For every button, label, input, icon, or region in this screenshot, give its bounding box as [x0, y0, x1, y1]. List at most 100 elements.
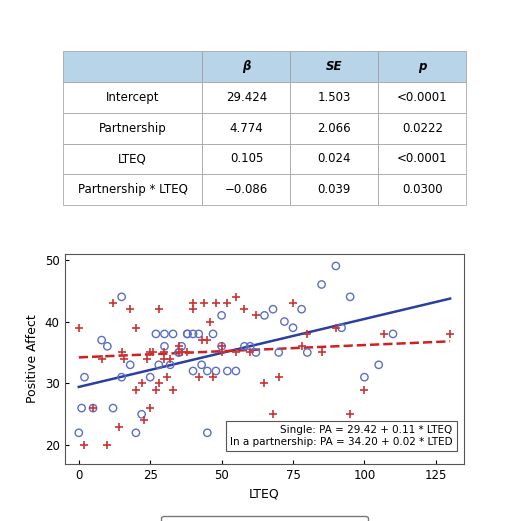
Point	[446, 330, 454, 338]
Point	[189, 299, 197, 307]
Point	[166, 354, 174, 363]
Point	[217, 349, 225, 357]
Point	[149, 349, 157, 357]
Point	[89, 404, 97, 412]
Point	[209, 330, 217, 338]
Point	[183, 349, 191, 357]
Point	[174, 349, 183, 357]
Point	[203, 367, 212, 375]
Point	[183, 330, 191, 338]
Point	[155, 379, 163, 388]
Point	[118, 373, 126, 381]
Point	[332, 324, 340, 332]
Point	[200, 299, 208, 307]
Point	[246, 342, 254, 351]
Point	[375, 361, 383, 369]
Point	[317, 280, 326, 289]
Point	[115, 423, 123, 431]
Point	[143, 354, 152, 363]
Text: Single: PA = 29.42 + 0.11 * LTEQ
In a partnership: PA = 34.20 + 0.02 * LTED: Single: PA = 29.42 + 0.11 * LTEQ In a pa…	[230, 425, 453, 447]
Point	[389, 330, 397, 338]
Point	[212, 299, 220, 307]
Point	[183, 330, 191, 338]
Point	[346, 410, 354, 418]
Point	[160, 354, 169, 363]
Point	[146, 404, 154, 412]
Point	[120, 354, 128, 363]
Point	[217, 342, 225, 351]
Point	[163, 373, 171, 381]
Point	[118, 349, 126, 357]
Point	[132, 429, 140, 437]
Point	[195, 330, 203, 338]
Point	[246, 349, 254, 357]
Point	[261, 311, 269, 319]
Point	[109, 404, 117, 412]
Y-axis label: Positive Affect: Positive Affect	[26, 314, 39, 403]
Point	[137, 410, 146, 418]
Point	[240, 305, 249, 313]
Point	[252, 311, 260, 319]
Point	[160, 330, 169, 338]
Point	[178, 349, 186, 357]
Point	[212, 367, 220, 375]
Point	[89, 404, 97, 412]
Point	[174, 349, 183, 357]
Point	[252, 349, 260, 357]
Point	[98, 354, 106, 363]
Point	[303, 330, 312, 338]
Point	[103, 441, 111, 449]
Point	[232, 367, 240, 375]
Point	[275, 373, 283, 381]
Point	[132, 386, 140, 394]
Point	[240, 342, 249, 351]
Point	[126, 305, 134, 313]
Point	[289, 299, 297, 307]
Point	[146, 349, 154, 357]
Point	[360, 373, 368, 381]
Point	[206, 317, 214, 326]
Point	[317, 349, 326, 357]
Point	[280, 317, 288, 326]
Point	[140, 416, 149, 425]
Point	[166, 361, 174, 369]
Point	[80, 373, 89, 381]
Point	[297, 342, 305, 351]
Point	[189, 367, 197, 375]
Point	[275, 349, 283, 357]
Legend: Single, In a partnership: Single, In a partnership	[162, 516, 367, 521]
Point	[217, 311, 225, 319]
Point	[152, 330, 160, 338]
Point	[132, 324, 140, 332]
Point	[169, 330, 177, 338]
Point	[289, 324, 297, 332]
Point	[178, 342, 186, 351]
Point	[126, 361, 134, 369]
Point	[303, 349, 312, 357]
Point	[146, 373, 154, 381]
Point	[75, 429, 83, 437]
Point	[346, 293, 354, 301]
Point	[195, 373, 203, 381]
Point	[137, 379, 146, 388]
Point	[77, 404, 86, 412]
Point	[160, 349, 169, 357]
Point	[232, 349, 240, 357]
Point	[103, 342, 111, 351]
X-axis label: LTEQ: LTEQ	[249, 487, 280, 500]
Point	[332, 262, 340, 270]
Point	[209, 373, 217, 381]
Point	[189, 330, 197, 338]
Point	[203, 429, 212, 437]
Point	[261, 379, 269, 388]
Point	[269, 305, 277, 313]
Point	[360, 386, 368, 394]
Point	[189, 305, 197, 313]
Point	[98, 336, 106, 344]
Point	[232, 293, 240, 301]
Point	[380, 330, 389, 338]
Point	[174, 342, 183, 351]
Point	[152, 386, 160, 394]
Point	[80, 441, 89, 449]
Point	[217, 342, 225, 351]
